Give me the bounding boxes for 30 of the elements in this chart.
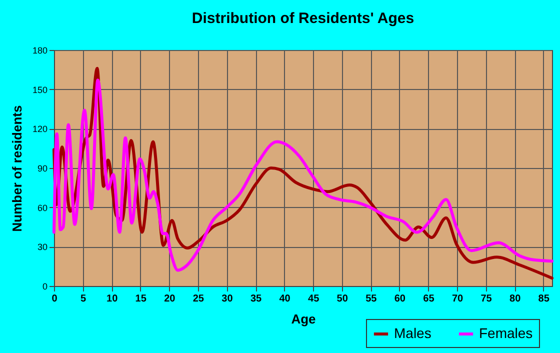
x-tick-label: 80 [510,294,522,304]
x-tick-label: 25 [192,294,204,304]
y-tick-label: 60 [37,202,48,213]
y-tick-label: 0 [42,282,48,292]
x-tick-label: 5 [80,294,87,304]
x-tick-label: 85 [538,294,550,304]
chart-title: Distribution of Residents' Ages [192,10,414,27]
x-tick-label: 10 [106,294,118,304]
y-tick-label: 30 [37,242,48,252]
x-tick-label: 40 [279,294,291,304]
legend-label: Females [479,325,533,341]
x-tick-label: 50 [336,294,348,304]
x-tick-label: 55 [366,294,378,304]
x-tick-label: 65 [423,294,435,304]
legend-label: Males [394,325,432,341]
x-tick-label: 0 [52,294,58,304]
x-tick-label: 45 [308,294,320,304]
y-tick-label: 120 [32,124,48,134]
y-axis-title: Number of residents [9,105,24,232]
x-tick-label: 20 [164,294,176,304]
y-tick-label: 150 [32,84,48,95]
x-tick-label: 75 [480,294,492,304]
x-tick-label: 35 [250,294,262,304]
x-tick-label: 30 [222,294,234,304]
x-tick-label: 15 [135,294,147,304]
y-tick-label: 90 [37,164,48,174]
x-tick-label: 70 [452,294,464,304]
x-tick-label: 60 [394,294,406,304]
x-axis-title: Age [291,312,316,326]
y-tick-label: 180 [32,46,48,56]
